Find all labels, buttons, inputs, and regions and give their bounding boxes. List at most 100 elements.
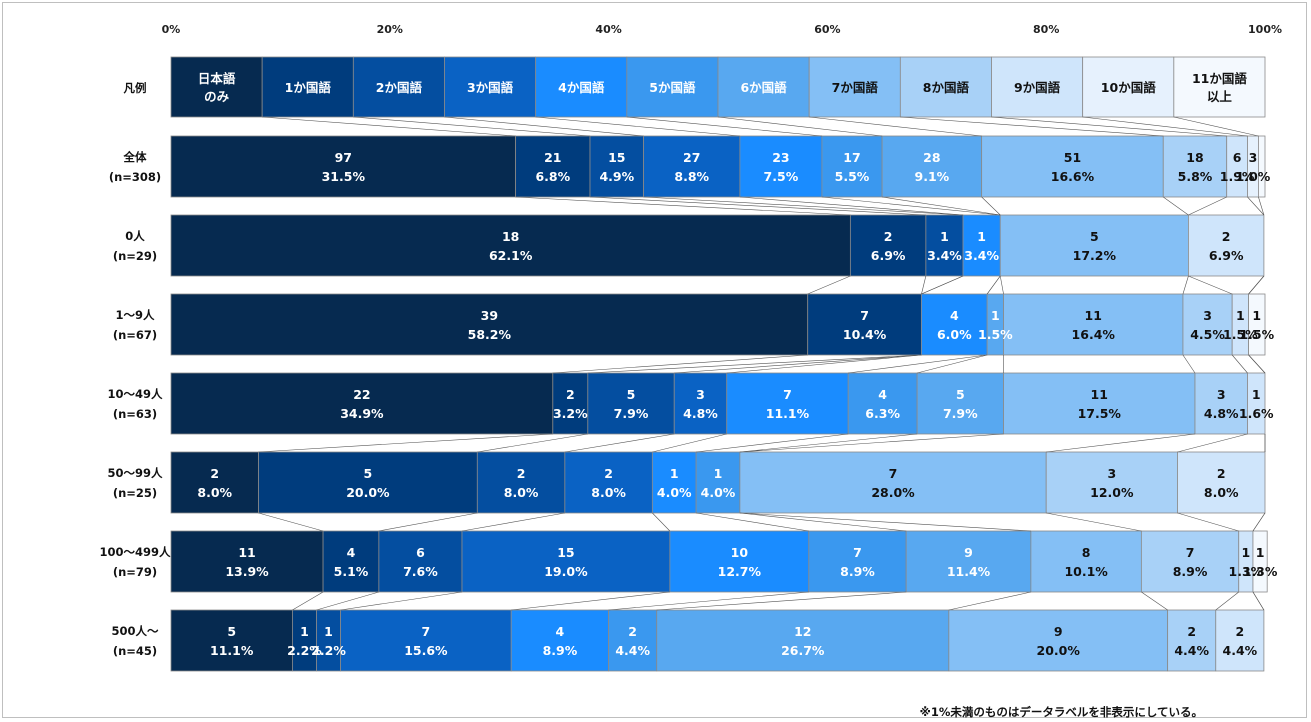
bar-segment (378, 530, 463, 593)
connector-line (378, 512, 478, 532)
data-label-percent: 4.0% (656, 484, 692, 500)
bar-segment (739, 451, 1047, 514)
legend-label: 6か国語 (740, 79, 787, 95)
bar-segment (170, 214, 851, 277)
bar-segment (881, 135, 983, 198)
data-label-percent: 4.4% (1222, 642, 1258, 658)
data-label-count: 11 (238, 544, 256, 560)
connector-line (643, 196, 964, 216)
bar-segment (981, 135, 1164, 198)
data-label-percent: 8.0% (1203, 484, 1239, 500)
legend-swatch (444, 56, 537, 118)
connector-line (1231, 354, 1248, 374)
connector-line (999, 275, 1004, 295)
bar-segment (170, 451, 259, 514)
category-label: 全体 (123, 149, 147, 164)
data-label-count: 7 (853, 544, 862, 560)
connector-line (1173, 116, 1259, 137)
data-label-percent: 10.1% (1064, 563, 1108, 579)
connector-line (515, 196, 851, 216)
connector-line (1182, 354, 1196, 374)
data-label-count: 1 (324, 623, 333, 639)
bar-segment (726, 372, 849, 435)
connector-line (652, 433, 727, 453)
bar-segment (1188, 214, 1265, 277)
bar-segment (1182, 293, 1233, 356)
legend-label: 7か国語 (831, 79, 878, 95)
category-label: 500人～ (111, 623, 159, 638)
legend-label: 11か国語 以上 (1191, 70, 1247, 104)
legend-label: 5か国語 (649, 79, 696, 95)
bar-segment (821, 135, 883, 198)
legend-swatch (626, 56, 719, 118)
data-label-percent: 4.0% (700, 484, 736, 500)
data-label-count: 7 (1185, 544, 1195, 560)
legend-label: 4か国語 (558, 79, 605, 95)
data-label-percent: 12.0% (1090, 484, 1134, 500)
connector-line (292, 591, 324, 611)
bar-segment (986, 293, 1004, 356)
legend-swatch (170, 56, 263, 118)
data-label-count: 15 (557, 544, 575, 560)
connector-line (316, 591, 379, 611)
sample-size-label: (n=308) (108, 169, 162, 184)
data-label-count: 9 (1053, 623, 1063, 639)
bar-segment (589, 135, 645, 198)
connector-line (807, 275, 851, 295)
data-label-count: 22 (353, 386, 371, 402)
data-label-percent: 5.8% (1177, 168, 1213, 184)
connector-line (1188, 196, 1227, 216)
bar-segment (1247, 372, 1266, 435)
data-label-count: 2 (628, 623, 638, 639)
connector-line (921, 275, 964, 295)
data-label-percent: 17.2% (1072, 247, 1117, 263)
connector-line (1046, 433, 1196, 453)
bar-segment (651, 451, 697, 514)
bar-segment (1045, 451, 1178, 514)
bar-segment (999, 214, 1189, 277)
data-label-count: 2 (883, 228, 893, 244)
x-tick-label: 40% (595, 23, 622, 36)
data-label-count: 18 (501, 228, 520, 244)
data-label-percent: 11.1% (210, 642, 254, 658)
data-label-count: 1 (1255, 544, 1265, 560)
legend-row-label: 凡例 (123, 80, 147, 95)
connector-line (477, 433, 588, 453)
data-label-count: 12 (794, 623, 812, 639)
legend-swatch (991, 56, 1084, 118)
bar-segment (564, 451, 653, 514)
bar-segment (1140, 530, 1240, 593)
bar-segment (1226, 135, 1248, 198)
data-label-count: 9 (964, 544, 973, 560)
bar-segment (925, 214, 964, 277)
legend-label: 8か国語 (922, 79, 970, 95)
connector-line (1248, 354, 1266, 374)
legend-swatch (1082, 56, 1175, 118)
data-label-percent: 5.1% (333, 563, 369, 579)
data-label-count: 15 (608, 149, 626, 165)
connector-line (991, 116, 1227, 137)
legend-swatch (535, 56, 628, 118)
connector-line (739, 512, 907, 532)
data-label-count: 11 (1090, 386, 1108, 402)
data-label-percent: 8.9% (840, 563, 875, 579)
connector-line (1188, 275, 1233, 295)
bar-segment (921, 293, 988, 356)
connector-line (986, 275, 1001, 295)
legend-swatch (899, 56, 992, 118)
category-label: 50～99人 (107, 465, 163, 480)
sample-size-label: (n=29) (112, 248, 158, 263)
bar-segment (1258, 135, 1266, 198)
connector-line (1247, 196, 1265, 216)
data-label-count: 3 (696, 386, 705, 402)
connector-line (1141, 591, 1168, 611)
bar-segment (510, 609, 610, 672)
legend-swatch (352, 56, 445, 118)
bar-segment (1194, 372, 1248, 435)
data-label-percent: 5.5% (834, 168, 870, 184)
sample-size-label: (n=45) (112, 643, 158, 658)
bar-segment (170, 293, 809, 356)
data-label-count: 5 (955, 386, 965, 402)
legend-label: 2か国語 (375, 79, 423, 95)
